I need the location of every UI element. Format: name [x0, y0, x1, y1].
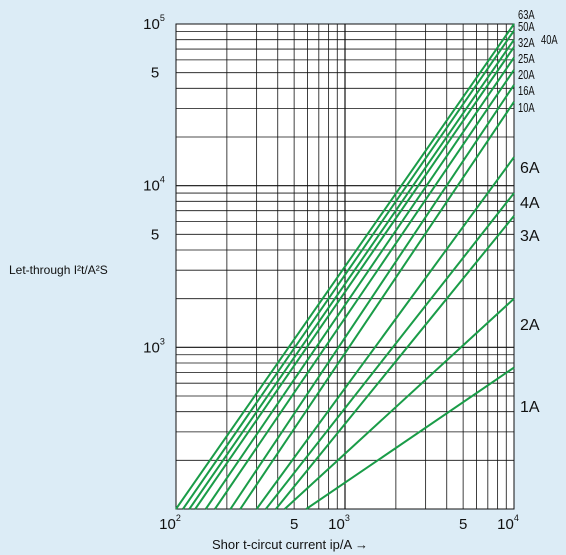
y-tick-label: 105: [143, 13, 165, 33]
series-label-25a: 25A: [518, 53, 535, 67]
x-axis-label: Shor t-circut current ip/A →: [212, 537, 368, 552]
series-label-10a: 10A: [518, 102, 535, 116]
series-line-63a: [175, 23, 515, 510]
series-line-25a: [204, 56, 515, 510]
series-line-3a: [275, 215, 515, 510]
y-tick-label: 5: [151, 65, 159, 82]
x-tick-label: 104: [497, 513, 519, 533]
y-tick-label: 103: [143, 336, 165, 356]
x-tick-label: 5: [290, 516, 298, 533]
y-tick-label: 104: [143, 175, 165, 195]
series-label-1a: 1A: [520, 399, 540, 416]
x-tick-labels: 102 5 103 5 104: [159, 513, 519, 533]
series-line-1a: [305, 366, 515, 510]
y-axis-label: Let-through I²t/A²S: [9, 263, 108, 277]
x-tick-label: 5: [459, 516, 467, 533]
series-line-20a: [214, 69, 515, 510]
x-tick-label: 103: [328, 513, 350, 533]
series-line-40a: [188, 39, 515, 510]
series-label-20a: 20A: [518, 69, 535, 83]
series-line-32a: [194, 46, 515, 510]
series-line-10a: [239, 101, 515, 510]
series-label-6a: 6A: [520, 160, 540, 177]
y-tick-label: 5: [151, 226, 159, 243]
series-label-63a: 63A: [518, 9, 535, 23]
series-line-6a: [255, 156, 515, 510]
plot-frame: [175, 23, 515, 510]
series-line-16a: [229, 84, 515, 510]
series-label-32a: 32A: [518, 37, 535, 51]
series-label-40a: 40A: [541, 34, 558, 48]
series-label-50a: 50A: [518, 21, 535, 35]
x-tick-label: 102: [159, 513, 181, 533]
series-lines: [175, 23, 515, 510]
y-tick-labels: 105 5 104 5 103: [143, 13, 165, 356]
series-label-4a: 4A: [520, 195, 540, 212]
series-line-2a: [284, 297, 515, 510]
series-line-4a: [265, 192, 515, 510]
series-line-50a: [182, 30, 515, 510]
series-label-2a: 2A: [520, 317, 540, 334]
series-label-3a: 3A: [520, 228, 540, 245]
series-label-16a: 16A: [518, 85, 535, 99]
